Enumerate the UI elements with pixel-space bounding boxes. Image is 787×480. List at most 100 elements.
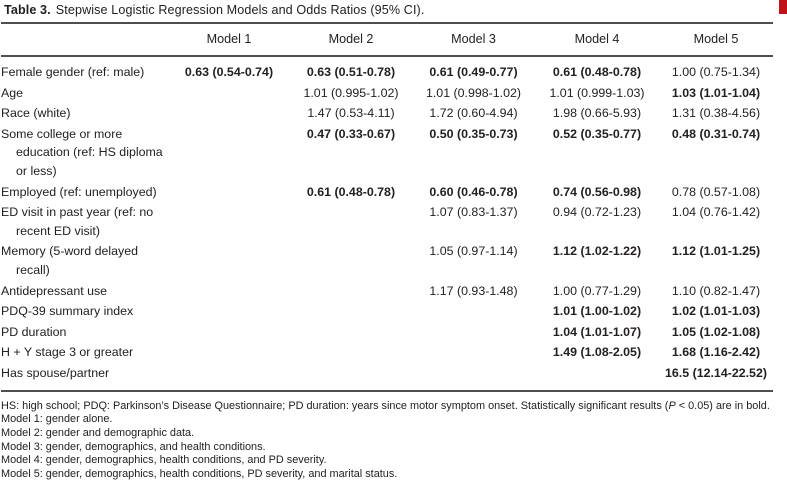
odds-ratio-cell: 1.05 (0.97-1.14) [429, 244, 518, 259]
odds-ratio-cell [412, 363, 535, 391]
odds-ratio-cell: 0.61 (0.48-0.78) [306, 184, 396, 199]
odds-ratio-cell [168, 124, 290, 182]
row-label: Antidepressant use [1, 283, 108, 298]
odds-ratio-cell: 0.61 (0.49-0.77) [429, 65, 518, 79]
column-header-model-5: Model 5 [659, 23, 773, 57]
odds-ratio-cell [168, 103, 290, 124]
table-row: Race (white) 1.47 (0.53-4.11) 1.72 (0.60… [1, 103, 773, 124]
table-row: PD duration 1.04 (1.01-1.07) 1.05 (1.02-… [1, 322, 773, 343]
row-label: Age [1, 85, 24, 100]
odds-ratio-cell [168, 322, 290, 343]
odds-ratio-cell: 0.52 (0.35-0.77) [552, 126, 642, 141]
footnote-model-2: Model 2: gender and demographic data. [1, 426, 195, 439]
odds-ratio-cell: 1.31 (0.38-4.56) [671, 106, 761, 121]
row-label: ED visit in past year (ref: no recent ED… [1, 205, 154, 238]
row-label: Employed (ref: unemployed) [1, 184, 157, 199]
odds-ratio-cell: 0.94 (0.72-1.23) [552, 205, 642, 220]
column-header-model-2: Model 2 [290, 23, 412, 57]
odds-ratio-cell [412, 322, 535, 343]
odds-ratio-cell [290, 322, 412, 343]
header-row: Model 1 Model 2 Model 3 Model 4 Model 5 [1, 23, 773, 57]
table-row: Antidepressant use 1.17 (0.93-1.48) 1.00… [1, 281, 773, 302]
footnote-model-1: Model 1: gender alone. [1, 413, 113, 426]
table-row: PDQ-39 summary index 1.01 (1.00-1.02) 1.… [1, 301, 773, 322]
footnote-abbreviations: HS: high school; PDQ: Parkinson’s Diseas… [1, 400, 781, 414]
row-label: PDQ-39 summary index [1, 304, 134, 319]
odds-ratio-cell: 1.01 (1.00-1.02) [552, 304, 642, 319]
column-header-model-3: Model 3 [412, 23, 535, 57]
corner-marker [779, 0, 787, 14]
odds-ratio-cell: 1.03 (1.01-1.04) [671, 85, 761, 100]
odds-ratio-cell: 1.01 (0.999-1.03) [549, 85, 645, 100]
odds-ratio-cell: 1.49 (1.08-2.05) [552, 345, 642, 360]
table-row: Some college or more education (ref: HS … [1, 124, 773, 182]
table-row: ED visit in past year (ref: no recent ED… [1, 202, 773, 241]
odds-ratio-cell: 1.02 (1.01-1.03) [671, 304, 761, 319]
footnote-model-3: Model 3: gender, demographics, and healt… [1, 440, 266, 453]
odds-ratio-cell: 1.10 (0.82-1.47) [671, 283, 761, 298]
row-label: Has spouse/partner [1, 365, 110, 380]
table-row: Female gender (ref: male) 0.63 (0.54-0.7… [1, 56, 773, 83]
odds-ratio-cell: 1.01 (0.998-1.02) [425, 85, 522, 100]
odds-ratio-cell: 1.04 (0.76-1.42) [671, 205, 761, 220]
footnotes: HS: high school; PDQ: Parkinson’s Diseas… [1, 400, 781, 480]
odds-ratio-cell [290, 241, 412, 280]
odds-ratio-cell: 1.47 (0.53-4.11) [307, 106, 395, 121]
odds-ratio-cell: 0.63 (0.54-0.74) [184, 65, 274, 79]
odds-ratio-cell: 0.61 (0.48-0.78) [552, 65, 642, 79]
table-title: Table 3. Stepwise Logistic Regression Mod… [0, 0, 787, 18]
odds-ratio-cell: 1.68 (1.16-2.42) [671, 345, 761, 360]
odds-ratio-cell [290, 281, 412, 302]
odds-ratio-cell: 1.00 (0.77-1.29) [552, 283, 642, 298]
footnote-text: HS: high school; PDQ: Parkinson’s Diseas… [1, 399, 669, 412]
odds-ratio-cell: 1.12 (1.02-1.22) [552, 244, 642, 259]
odds-ratio-cell: 1.01 (0.995-1.02) [303, 85, 399, 100]
odds-ratio-cell [412, 301, 535, 322]
odds-ratio-cell: 0.48 (0.31-0.74) [671, 126, 761, 141]
row-label: H + Y stage 3 or greater [1, 345, 134, 360]
row-label: Memory (5-word delayed recall) [1, 244, 139, 277]
odds-ratio-cell: 0.63 (0.51-0.78) [306, 65, 396, 79]
table-row: Employed (ref: unemployed) 0.61 (0.48-0.… [1, 182, 773, 203]
odds-ratio-cell: 1.12 (1.01-1.25) [671, 244, 761, 259]
table-row: Age 1.01 (0.995-1.02) 1.01 (0.998-1.02) … [1, 83, 773, 104]
odds-ratio-cell: 0.47 (0.33-0.67) [306, 126, 396, 141]
odds-ratio-cell [168, 241, 290, 280]
odds-ratio-cell: 1.72 (0.60-4.94) [429, 106, 518, 121]
odds-ratio-cell: 1.17 (0.93-1.48) [429, 283, 518, 298]
odds-ratio-cell [168, 342, 290, 363]
odds-ratio-cell: 16.5 (12.14-22.52) [665, 365, 767, 380]
footnote-model-4: Model 4: gender, demographics, health co… [1, 454, 327, 467]
table-number: Table 3. [4, 3, 51, 17]
odds-ratio-cell: 0.50 (0.35-0.73) [429, 126, 518, 141]
odds-ratio-cell [290, 202, 412, 241]
row-label: Female gender (ref: male) [1, 65, 145, 79]
column-header-model-1: Model 1 [168, 23, 290, 57]
odds-ratio-cell [168, 301, 290, 322]
odds-ratio-cell [535, 363, 659, 391]
column-header-model-4: Model 4 [535, 23, 659, 57]
odds-ratio-cell: 1.04 (1.01-1.07) [552, 324, 642, 339]
table-caption: Stepwise Logistic Regression Models and … [55, 3, 425, 17]
odds-ratio-cell [412, 342, 535, 363]
odds-ratio-cell [290, 363, 412, 391]
footnote-text: < 0.05) are in bold. [675, 399, 770, 412]
table-row: H + Y stage 3 or greater 1.49 (1.08-2.05… [1, 342, 773, 363]
odds-ratio-cell: 1.00 (0.75-1.34) [671, 65, 761, 79]
odds-ratio-cell [290, 342, 412, 363]
row-label: Some college or more education (ref: HS … [1, 126, 163, 178]
row-label: PD duration [1, 324, 67, 339]
footnote-model-5: Model 5: gender, demographics, health co… [1, 468, 398, 480]
row-label-header [1, 23, 168, 57]
odds-ratio-cell: 1.98 (0.66-5.93) [552, 106, 642, 121]
odds-ratio-cell [168, 83, 290, 104]
regression-table: Model 1 Model 2 Model 3 Model 4 Model 5 … [1, 22, 773, 392]
odds-ratio-cell: 1.07 (0.83-1.37) [429, 205, 518, 220]
row-label: Race (white) [1, 106, 71, 121]
odds-ratio-cell [168, 281, 290, 302]
table-row: Memory (5-word delayed recall) 1.05 (0.9… [1, 241, 773, 280]
odds-ratio-cell [290, 301, 412, 322]
odds-ratio-cell [168, 182, 290, 203]
odds-ratio-cell: 0.74 (0.56-0.98) [552, 184, 642, 199]
